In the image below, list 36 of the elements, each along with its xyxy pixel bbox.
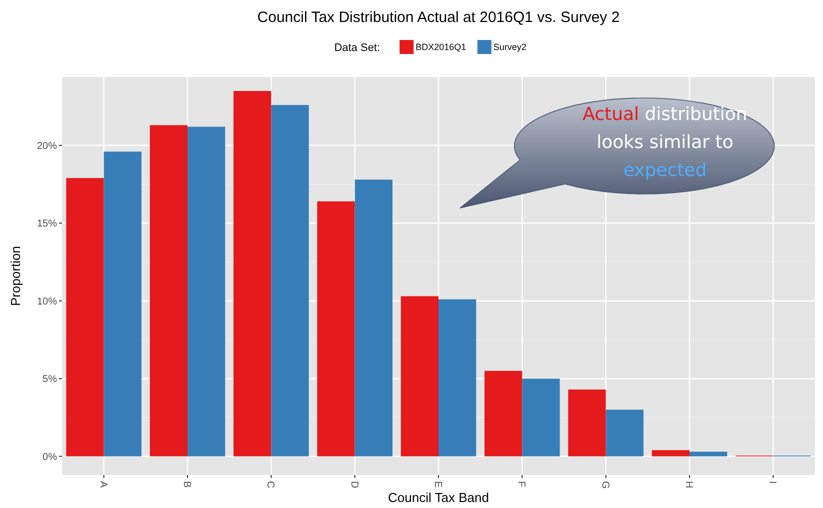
x-tick-label: B (181, 481, 192, 488)
x-tick-label: A (97, 481, 108, 488)
bar (317, 201, 355, 456)
x-axis-title: Council Tax Band (388, 490, 489, 505)
bar (354, 180, 392, 456)
y-tick-label: 0% (42, 452, 58, 463)
x-tick-label: H (683, 481, 694, 488)
bar (484, 370, 522, 456)
bar (66, 178, 104, 456)
x-tick-label: I (766, 481, 778, 484)
legend-title: Data Set: (334, 42, 380, 54)
bar (652, 450, 690, 456)
x-tick-label: G (599, 481, 610, 489)
legend-label: BDX2016Q1 (416, 42, 466, 52)
bar (234, 90, 272, 456)
bar (104, 152, 142, 456)
chart-title: Council Tax Distribution Actual at 2016Q1 vs. Survey 2 (257, 9, 620, 26)
bar (400, 296, 438, 456)
x-tick-label: C (264, 481, 276, 488)
legend-label: Survey2 (493, 42, 526, 52)
bar (522, 378, 560, 456)
x-tick-label: E (432, 481, 443, 488)
bar (438, 299, 476, 456)
bar (188, 126, 226, 456)
x-tick-label: F (516, 481, 527, 488)
y-tick-label: 20% (36, 140, 58, 152)
bar (568, 389, 606, 456)
bar (606, 410, 644, 456)
x-tick-label: D (348, 481, 360, 488)
bar (150, 125, 188, 456)
y-tick-label: 10% (36, 296, 58, 308)
bar (690, 452, 728, 456)
y-tick-label: 5% (42, 374, 58, 386)
bar (271, 104, 309, 456)
y-axis-title: Proportion (8, 246, 23, 306)
y-tick-label: 15% (36, 218, 58, 230)
